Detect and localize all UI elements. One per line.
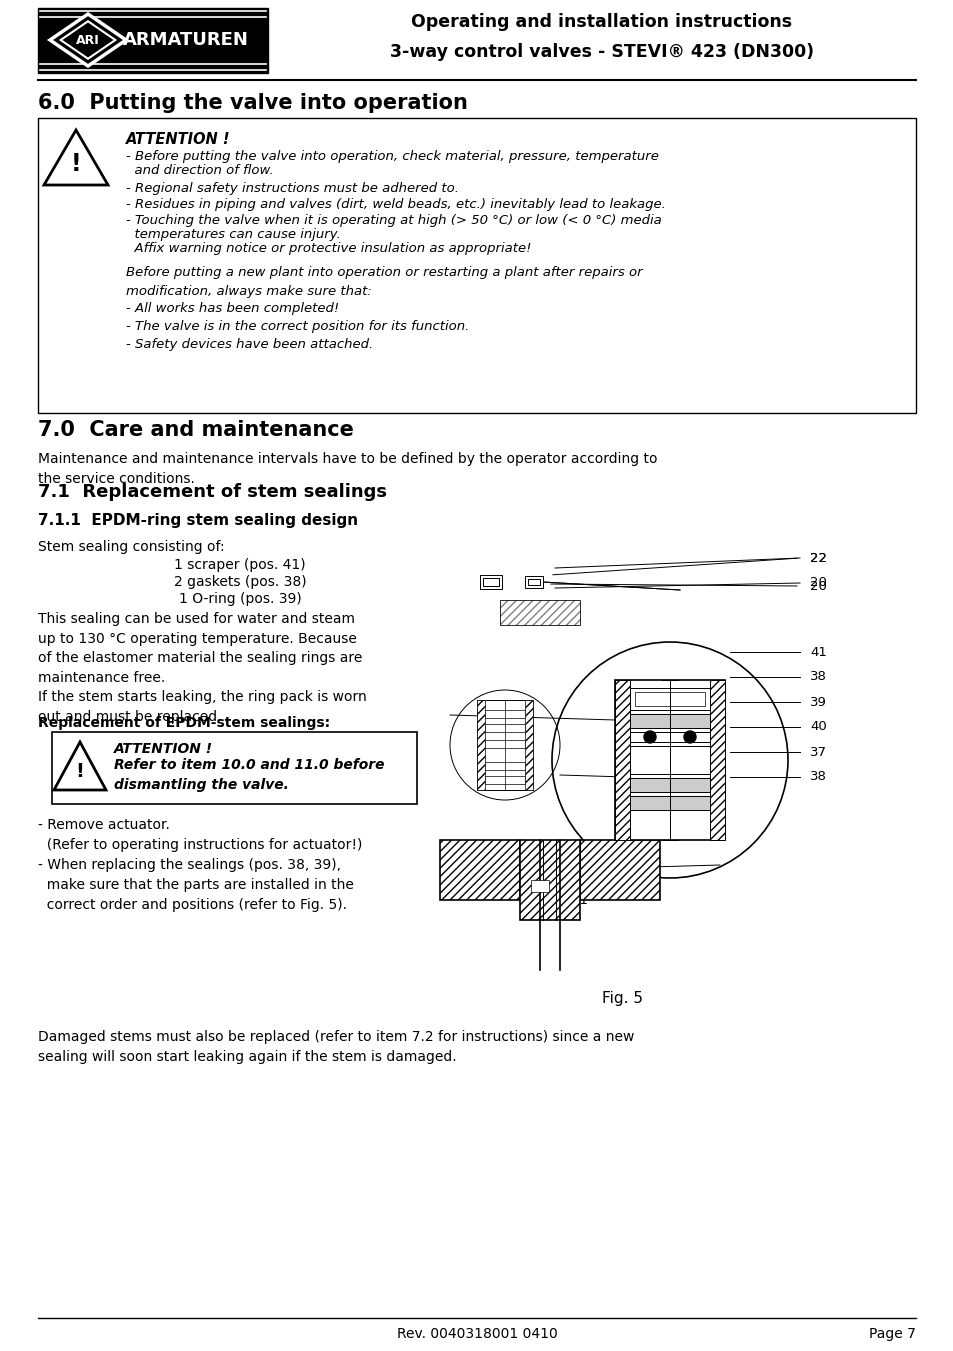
Text: 6.0  Putting the valve into operation: 6.0 Putting the valve into operation	[38, 93, 467, 113]
Text: 41: 41	[809, 646, 826, 658]
Text: 22: 22	[809, 551, 826, 565]
Bar	[439, 840, 519, 900]
Text: Fig. 5: Fig. 5	[602, 990, 643, 1005]
Bar	[629, 713, 709, 728]
Text: ATTENTION !: ATTENTION !	[113, 742, 213, 757]
Text: and direction of flow.: and direction of flow.	[126, 163, 274, 177]
Bar	[519, 840, 579, 920]
Bar	[629, 732, 709, 742]
Text: 21: 21	[571, 893, 588, 907]
Text: 38: 38	[809, 670, 826, 684]
Circle shape	[643, 731, 656, 743]
Text: - Touching the valve when it is operating at high (> 50 °C) or low (< 0 °C) medi: - Touching the valve when it is operatin…	[126, 213, 661, 227]
Text: 38: 38	[809, 770, 826, 784]
Text: 7.1.1  EPDM-ring stem sealing design: 7.1.1 EPDM-ring stem sealing design	[38, 512, 357, 527]
Text: 1 O-ring (pos. 39): 1 O-ring (pos. 39)	[178, 592, 301, 607]
Bar	[482, 578, 498, 586]
Polygon shape	[50, 14, 126, 66]
Text: 7.1  Replacement of stem sealings: 7.1 Replacement of stem sealings	[38, 484, 387, 501]
Text: Refer to item 10.0 and 11.0 before
dismantling the valve.: Refer to item 10.0 and 11.0 before disma…	[113, 758, 384, 792]
Polygon shape	[61, 22, 115, 58]
Text: 22: 22	[809, 551, 826, 565]
Text: Affix warning notice or protective insulation as appropriate!: Affix warning notice or protective insul…	[126, 242, 531, 255]
Bar	[629, 796, 709, 811]
Bar	[629, 688, 709, 711]
Text: 20: 20	[809, 577, 826, 589]
Bar	[38, 118, 915, 413]
Circle shape	[683, 731, 696, 743]
Text: Operating and installation instructions: Operating and installation instructions	[411, 14, 792, 31]
Text: !: !	[75, 762, 85, 781]
Text: Page 7: Page 7	[868, 1327, 915, 1342]
Text: - Remove actuator.
  (Refer to operating instructions for actuator!): - Remove actuator. (Refer to operating i…	[38, 817, 362, 852]
Text: - The valve is in the correct position for its function.: - The valve is in the correct position f…	[126, 320, 469, 332]
Text: Replacement of EPDM-stem sealings:: Replacement of EPDM-stem sealings:	[38, 716, 330, 730]
Bar	[524, 576, 542, 588]
Text: 20: 20	[809, 580, 826, 593]
Bar	[484, 711, 524, 717]
Bar	[524, 700, 533, 790]
Text: - Residues in piping and valves (dirt, weld beads, etc.) inevitably lead to leak: - Residues in piping and valves (dirt, w…	[126, 199, 665, 211]
Bar	[52, 732, 416, 804]
Polygon shape	[44, 130, 108, 185]
Bar	[531, 880, 548, 892]
Bar	[615, 680, 629, 840]
Bar	[527, 580, 539, 585]
Bar	[499, 600, 579, 626]
Text: ATTENTION !: ATTENTION !	[126, 132, 231, 147]
Text: temperatures can cause injury.: temperatures can cause injury.	[126, 228, 340, 240]
Bar	[476, 700, 533, 790]
Text: - Safety devices have been attached.: - Safety devices have been attached.	[126, 338, 373, 351]
Text: - When replacing the sealings (pos. 38, 39),
  make sure that the parts are inst: - When replacing the sealings (pos. 38, …	[38, 858, 354, 912]
Text: - All works has been completed!: - All works has been completed!	[126, 303, 339, 315]
Bar	[484, 775, 524, 784]
Bar	[476, 700, 484, 790]
Text: 7.0  Care and maintenance: 7.0 Care and maintenance	[38, 420, 354, 440]
Bar	[484, 724, 524, 732]
Bar	[484, 740, 524, 748]
Bar	[484, 762, 524, 770]
Text: Maintenance and maintenance intervals have to be defined by the operator accordi: Maintenance and maintenance intervals ha…	[38, 453, 657, 486]
Text: 2 gaskets (pos. 38): 2 gaskets (pos. 38)	[173, 576, 306, 589]
Text: Before putting a new plant into operation or restarting a plant after repairs or: Before putting a new plant into operatio…	[126, 266, 642, 297]
Text: Stem sealing consisting of:: Stem sealing consisting of:	[38, 540, 224, 554]
Text: 1 scraper (pos. 41): 1 scraper (pos. 41)	[174, 558, 306, 571]
Bar	[579, 840, 659, 900]
Bar	[629, 746, 709, 774]
Bar	[499, 600, 579, 626]
Text: ARMATUREN: ARMATUREN	[123, 31, 249, 49]
Bar	[635, 692, 704, 707]
Text: Damaged stems must also be replaced (refer to item 7.2 for instructions) since a: Damaged stems must also be replaced (ref…	[38, 1029, 634, 1065]
Bar	[615, 680, 724, 840]
Text: 3-way control valves - STEVI® 423 (DN300): 3-way control valves - STEVI® 423 (DN300…	[390, 43, 813, 61]
Bar	[629, 778, 709, 792]
Text: 40: 40	[809, 720, 826, 734]
Text: 39: 39	[809, 696, 826, 708]
Text: 37: 37	[809, 746, 826, 758]
Text: !: !	[71, 153, 81, 176]
Polygon shape	[54, 742, 106, 790]
Bar	[38, 8, 268, 73]
Bar	[479, 576, 501, 589]
Text: - Regional safety instructions must be adhered to.: - Regional safety instructions must be a…	[126, 182, 458, 195]
Bar	[709, 680, 724, 840]
Text: Rev. 0040318001 0410: Rev. 0040318001 0410	[396, 1327, 557, 1342]
Text: This sealing can be used for water and steam
up to 130 °C operating temperature.: This sealing can be used for water and s…	[38, 612, 366, 724]
Text: - Before putting the valve into operation, check material, pressure, temperature: - Before putting the valve into operatio…	[126, 150, 659, 163]
Text: ARI: ARI	[76, 34, 100, 46]
